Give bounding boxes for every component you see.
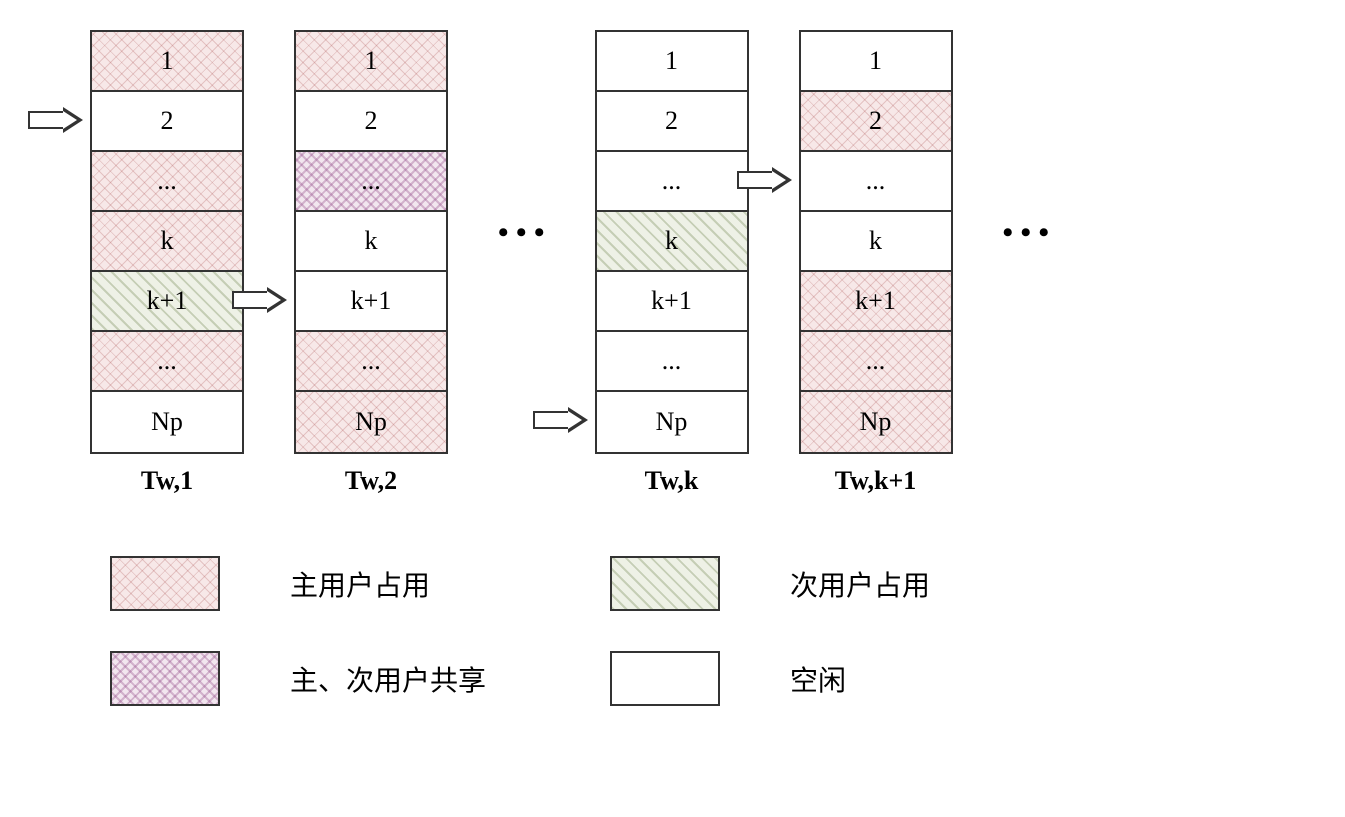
channel-cell-label: k+1: [351, 286, 392, 316]
channel-cell: k+1: [92, 272, 242, 332]
time-column: 1 2... k k+1... Np Tw,k: [595, 30, 749, 496]
channel-stack: 1 2... k k+1... Np: [595, 30, 749, 454]
channel-cell-label: ...: [662, 346, 682, 376]
channel-cell: Np: [296, 392, 446, 452]
channel-cell: 1: [597, 32, 747, 92]
channel-cell-label: 1: [869, 46, 882, 76]
time-column: 1 2... k k+1... Np Tw,2: [294, 30, 448, 496]
channel-stack: 1 2... k k+1... Np: [90, 30, 244, 454]
channel-cell: k: [597, 212, 747, 272]
channel-cell: 1: [92, 32, 242, 92]
channel-cell-label: k+1: [147, 286, 188, 316]
legend-label: 主、次用户共享: [290, 659, 550, 699]
channel-stack: 1 2... k k+1... Np: [294, 30, 448, 454]
sensing-arrow-icon: [28, 108, 83, 132]
legend-label: 主用户占用: [290, 564, 550, 604]
legend-swatch: [110, 651, 220, 706]
time-column: 1 2... k k+1... Np Tw,1: [90, 30, 244, 496]
channel-cell-label: k: [365, 226, 378, 256]
time-column-label: Tw,k+1: [835, 466, 917, 496]
channel-cell: k+1: [801, 272, 951, 332]
channel-cell: 1: [801, 32, 951, 92]
channel-cell: k: [92, 212, 242, 272]
channel-cell: k+1: [296, 272, 446, 332]
channel-cell: k+1: [597, 272, 747, 332]
channel-cell-label: 1: [161, 46, 174, 76]
channel-cell-label: Np: [860, 407, 892, 437]
channel-cell-label: 2: [365, 106, 378, 136]
sensing-arrow-icon: [533, 408, 588, 432]
channel-cell: k: [296, 212, 446, 272]
channel-cell: ...: [597, 152, 747, 212]
channel-cell-label: ...: [866, 166, 886, 196]
channel-cell: ...: [801, 332, 951, 392]
channel-cell: ...: [296, 152, 446, 212]
channel-cell-label: ...: [361, 346, 381, 376]
columns-row: 1 2... k k+1... Np Tw,1 1 2... k k+1... Np Tw,2 • • …: [90, 30, 1315, 496]
channel-cell-label: ...: [662, 166, 682, 196]
sensing-arrow-icon: [232, 288, 287, 312]
time-column: 1 2... k k+1... Np Tw,k+1: [799, 30, 953, 496]
channel-cell: 1: [296, 32, 446, 92]
channel-cell-label: Np: [355, 407, 387, 437]
channel-cell: Np: [597, 392, 747, 452]
channel-cell-label: ...: [866, 346, 886, 376]
channel-cell: Np: [801, 392, 951, 452]
channel-cell: ...: [92, 152, 242, 212]
channel-cell-label: 1: [365, 46, 378, 76]
channel-cell-label: k+1: [651, 286, 692, 316]
channel-cell: ...: [296, 332, 446, 392]
channel-cell: ...: [801, 152, 951, 212]
channel-cell: 2: [801, 92, 951, 152]
channel-cell: Np: [92, 392, 242, 452]
legend-label: 空闲: [790, 659, 1050, 699]
channel-cell-label: k+1: [855, 286, 896, 316]
channel-cell-label: ...: [361, 166, 381, 196]
legend-label: 次用户占用: [790, 564, 1050, 604]
legend-swatch: [610, 651, 720, 706]
channel-cell-label: k: [869, 226, 882, 256]
channel-cell-label: ...: [157, 346, 177, 376]
channel-cell-label: 2: [665, 106, 678, 136]
channel-cell-label: ...: [157, 166, 177, 196]
channel-cell: 2: [92, 92, 242, 152]
time-column-label: Tw,1: [141, 466, 193, 496]
columns-ellipsis: • • •: [498, 216, 545, 310]
channel-stack: 1 2... k k+1... Np: [799, 30, 953, 454]
legend: 主用户占用 次用户占用主、次用户共享 空闲: [110, 556, 1315, 706]
channel-cell-label: Np: [151, 407, 183, 437]
channel-cell-label: 2: [161, 106, 174, 136]
channel-cell: ...: [92, 332, 242, 392]
channel-cell: k: [801, 212, 951, 272]
channel-cell-label: k: [665, 226, 678, 256]
channel-cell-label: k: [161, 226, 174, 256]
channel-cell-label: 2: [869, 106, 882, 136]
channel-cell: 2: [296, 92, 446, 152]
channel-state-diagram: 1 2... k k+1... Np Tw,1 1 2... k k+1... Np Tw,2 • • …: [30, 30, 1315, 706]
legend-swatch: [110, 556, 220, 611]
channel-cell: ...: [597, 332, 747, 392]
trailing-ellipsis: • • •: [1003, 216, 1050, 310]
channel-cell-label: 1: [665, 46, 678, 76]
time-column-label: Tw,2: [345, 466, 397, 496]
channel-cell-label: Np: [656, 407, 688, 437]
sensing-arrow-icon: [737, 168, 792, 192]
legend-swatch: [610, 556, 720, 611]
time-column-label: Tw,k: [645, 466, 699, 496]
channel-cell: 2: [597, 92, 747, 152]
